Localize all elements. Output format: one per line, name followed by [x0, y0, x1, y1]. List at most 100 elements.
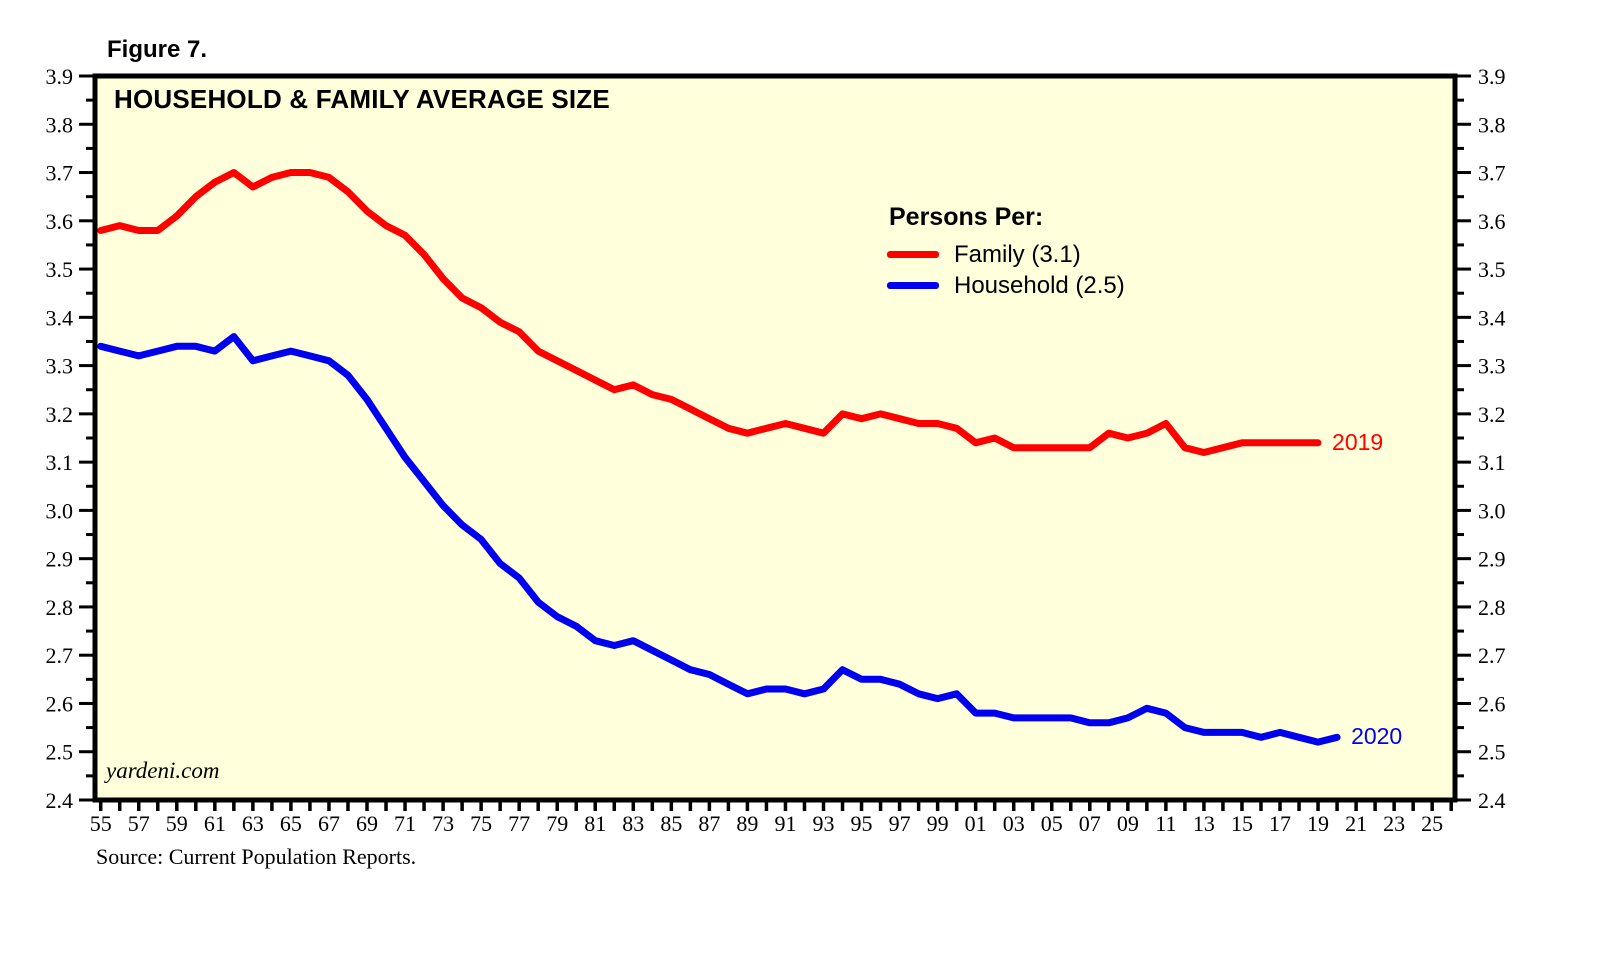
y-tick-right	[1457, 219, 1471, 223]
y-tick-left	[86, 484, 93, 488]
x-tick	[1202, 802, 1206, 811]
y-axis-label-right: 3.2	[1478, 402, 1506, 427]
y-tick-right	[1457, 388, 1464, 392]
x-tick	[954, 802, 959, 811]
y-axis-label-left: 3.5	[46, 257, 74, 282]
x-tick	[650, 802, 655, 811]
y-axis-label-left: 2.4	[46, 788, 74, 813]
x-tick	[384, 802, 388, 811]
x-tick	[935, 802, 940, 811]
y-tick-left	[86, 98, 93, 102]
family-line	[97, 169, 1322, 456]
y-tick-right	[1457, 267, 1471, 271]
x-tick	[1373, 802, 1377, 811]
y-tick-right	[1457, 533, 1464, 537]
x-tick	[878, 802, 883, 811]
x-tick	[536, 802, 540, 811]
y-axis-label-right: 2.7	[1478, 643, 1506, 668]
source-note: Source: Current Population Reports.	[96, 844, 417, 869]
y-tick-right	[1457, 315, 1471, 319]
x-tick	[289, 802, 293, 811]
x-axis-label: 83	[622, 811, 644, 836]
x-tick	[327, 802, 331, 811]
x-tick	[555, 802, 559, 811]
x-tick	[270, 802, 274, 811]
y-tick-left	[86, 436, 93, 440]
x-tick	[897, 802, 902, 811]
y-tick-left	[86, 195, 93, 199]
x-tick	[764, 802, 769, 811]
y-tick-right	[1457, 412, 1471, 416]
y-axis-label-left: 2.9	[46, 547, 74, 572]
y-tick-right	[1457, 750, 1471, 754]
x-tick	[726, 802, 731, 811]
y-axis-label-left: 2.6	[46, 691, 74, 716]
y-axis-label-left: 3.8	[46, 112, 74, 137]
x-tick	[973, 802, 978, 811]
family-end-year-label: 2019	[1332, 428, 1384, 455]
y-tick-right	[1457, 484, 1464, 488]
y-tick-right	[1457, 74, 1471, 78]
x-axis-label: 13	[1193, 811, 1215, 836]
x-axis-label: 11	[1155, 811, 1176, 836]
x-axis-label: 65	[280, 811, 302, 836]
y-tick-left	[79, 798, 93, 802]
y-tick-left	[86, 774, 93, 778]
x-axis-label: 05	[1041, 811, 1063, 836]
x-tick	[1430, 802, 1434, 811]
y-axis-label-left: 3.0	[46, 498, 74, 523]
household-end-year-label: 2020	[1351, 723, 1403, 750]
x-tick	[1069, 802, 1073, 811]
x-axis-label: 19	[1307, 811, 1329, 836]
y-axis-label-right: 3.0	[1478, 498, 1506, 523]
x-tick	[136, 802, 141, 811]
x-tick	[403, 802, 407, 811]
y-tick-left	[79, 171, 93, 175]
y-tick-left	[86, 388, 93, 392]
x-tick	[1354, 802, 1358, 811]
y-tick-right	[1457, 629, 1464, 633]
y-tick-right	[1457, 653, 1471, 657]
y-axis-label-right: 3.1	[1478, 450, 1506, 475]
x-tick	[1259, 802, 1263, 811]
y-tick-right	[1457, 364, 1471, 368]
y-tick-left	[79, 508, 93, 512]
y-tick-left	[79, 653, 93, 657]
y-tick-left	[79, 74, 93, 78]
x-tick	[98, 802, 103, 811]
x-tick	[251, 802, 255, 811]
y-axis-label-left: 3.3	[46, 354, 74, 379]
y-tick-left	[86, 243, 93, 247]
y-tick-right	[1457, 243, 1464, 247]
x-axis-label: 59	[166, 811, 188, 836]
legend-heading: Persons Per:	[889, 203, 1044, 231]
y-axis-label-right: 2.9	[1478, 547, 1506, 572]
y-axis-label-left: 3.4	[46, 305, 74, 330]
x-axis-label: 99	[927, 811, 949, 836]
x-tick	[1088, 802, 1092, 811]
x-axis-label: 09	[1117, 811, 1139, 836]
x-tick	[479, 802, 483, 811]
y-tick-right	[1457, 605, 1471, 609]
x-tick	[821, 802, 826, 811]
x-axis-label: 03	[1003, 811, 1025, 836]
x-axis-label: 69	[356, 811, 378, 836]
x-tick	[612, 802, 617, 811]
y-tick-left	[79, 460, 93, 464]
x-axis-label: 71	[394, 811, 416, 836]
chart-title: HOUSEHOLD & FAMILY AVERAGE SIZE	[114, 84, 610, 114]
legend-label-family: Family (3.1)	[954, 240, 1081, 268]
x-tick	[156, 802, 160, 811]
x-tick	[365, 802, 369, 811]
y-tick-right	[1457, 195, 1464, 199]
y-axis-label-left: 2.7	[46, 643, 74, 668]
y-axis-label-right: 3.4	[1478, 305, 1506, 330]
y-axis-label-left: 3.9	[46, 64, 74, 89]
x-axis-label: 85	[660, 811, 682, 836]
x-tick	[1411, 802, 1415, 811]
y-tick-left	[79, 364, 93, 368]
y-tick-right	[1457, 557, 1471, 561]
x-tick	[1278, 802, 1282, 811]
y-axis-label-left: 2.8	[46, 595, 74, 620]
